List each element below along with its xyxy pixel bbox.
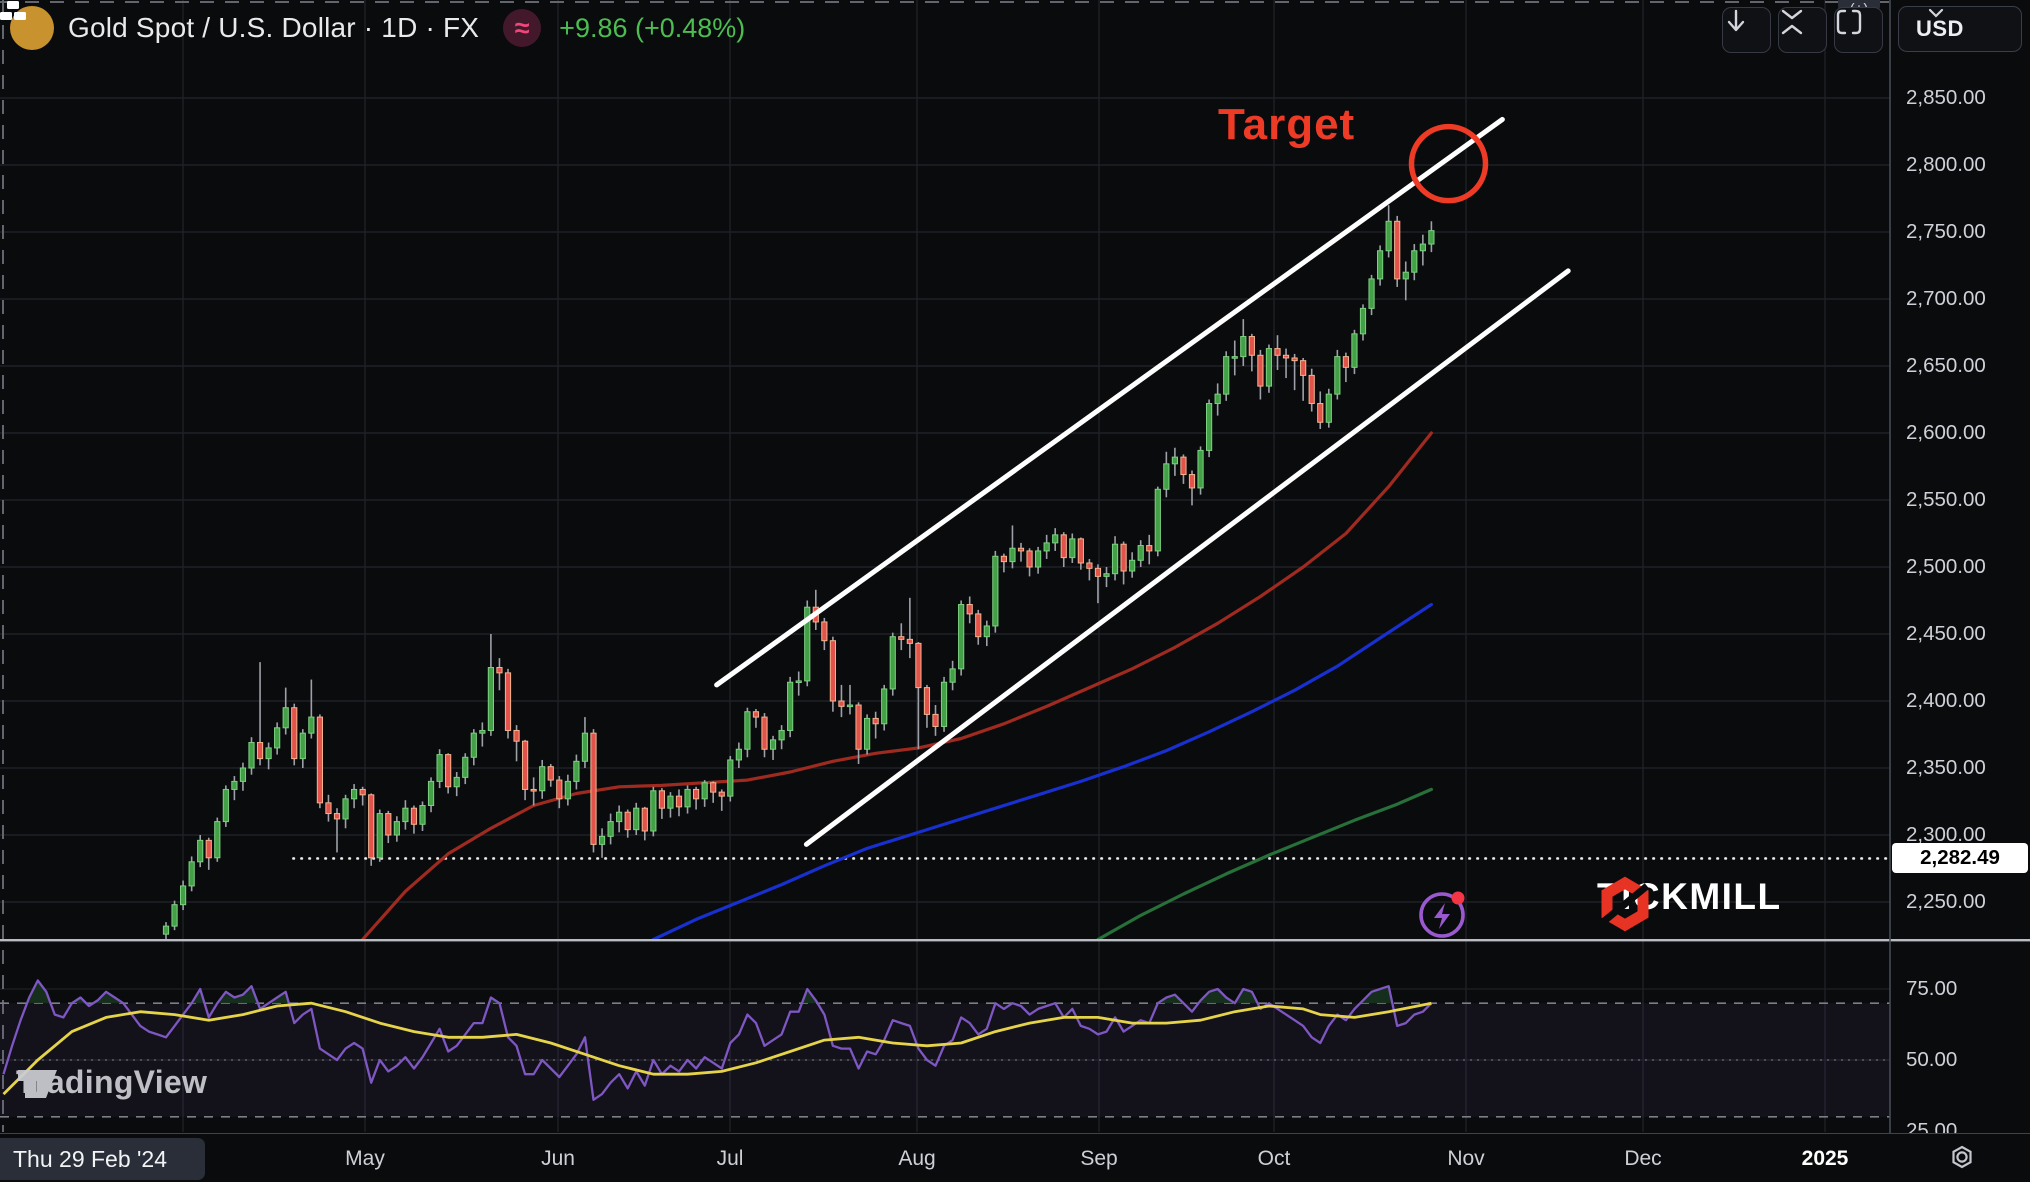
lightning-icon [1434,903,1450,929]
price-tick-label: 2,700.00 [1906,287,1986,310]
collapse-pane-button[interactable] [1778,7,1827,53]
collapse-chevrons-icon [1781,9,1803,35]
price-tick-label: 2,600.00 [1906,421,1986,444]
currency-dropdown[interactable]: USD [1898,6,2022,52]
approx-status-badge[interactable]: ≈ [503,9,542,47]
rsi-overbought-fill [27,980,1393,1004]
indicator-tick-label: 50.00 [1906,1048,1958,1071]
maximize-pane-button[interactable] [1834,7,1883,53]
price-tick-label: 2,650.00 [1906,354,1986,377]
rsi-line [2,979,1433,1101]
chevron-down-icon [1928,8,1944,18]
target-annotation-label[interactable]: Target [1218,100,1356,149]
last-price-tag: 2,282.49 [1892,843,2028,874]
rsi-pane [0,979,1890,1118]
price-tick-label: 2,300.00 [1906,823,1986,846]
price-tick-label: 2,500.00 [1906,555,1986,578]
grid-lines [0,0,1890,1132]
pane-separator[interactable] [0,939,2030,942]
sma-green-line [1096,787,1434,942]
axis-settings-button[interactable] [1938,1140,1986,1180]
rsi-ma-line [2,1001,1432,1096]
indicator-tick-label: 75.00 [1906,977,1958,1000]
time-tick-nov: Nov [1447,1147,1485,1170]
price-tick-label: 2,850.00 [1906,86,1986,109]
time-tick-aug: Aug [898,1147,936,1170]
price-tick-label: 2,450.00 [1906,622,1986,645]
header: Gold Spot / U.S. Dollar · 1D · FX ≈ +9.8… [0,0,745,56]
price-tick-label: 2,400.00 [1906,689,1986,712]
time-tick-may: May [345,1147,385,1170]
crosshair-date-box: Thu 29 Feb '24 [0,1138,205,1180]
brackets-icon [1836,9,1862,35]
alert-dot [1451,891,1465,905]
channel-upper-line[interactable] [714,116,1505,688]
time-tick-jul: Jul [716,1147,744,1170]
price-tick-label: 2,800.00 [1906,153,1986,176]
time-tick-sep: Sep [1080,1147,1118,1170]
tickmill-icon [1600,876,1650,932]
sma-red-line [361,431,1434,942]
gold-bars-icon [0,1,54,50]
sma-blue-line [651,602,1434,942]
flash-alert-badge[interactable] [1412,885,1476,947]
time-tick-2025: 2025 [1801,1147,1849,1170]
channel-lower-line[interactable] [803,268,1571,847]
tickmill-logo: TICKMILL [1597,876,1782,932]
time-tick-jun: Jun [541,1147,575,1170]
time-tick-dec: Dec [1624,1147,1662,1170]
price-tick-label: 2,250.00 [1906,890,1986,913]
target-circle[interactable] [1408,123,1489,204]
time-axis[interactable]: Thu 29 Feb '24 May Jun Jul Aug Sep Oct Nov Dec 2… [0,1133,2030,1182]
time-tick-oct: Oct [1257,1147,1291,1170]
arrow-down-icon [1727,9,1745,32]
trend-channel [714,116,1571,847]
symbol-title[interactable]: Gold Spot / U.S. Dollar · 1D · FX [68,12,480,43]
price-tick-label: 2,350.00 [1906,756,1986,779]
tradingview-icon [18,1070,57,1098]
candlestick-series [162,205,1435,940]
session-dashed-lines [0,0,1890,1132]
price-tick-label: 2,750.00 [1906,220,1986,243]
price-tick-label: 2,550.00 [1906,488,1986,511]
scroll-down-button[interactable] [1722,7,1771,53]
tradingview-watermark[interactable]: TradingView [16,1064,207,1101]
gear-icon [1952,1145,1972,1169]
currency-value: USD [1916,16,1964,41]
price-change-text: +9.86 (+0.48%) [559,12,746,43]
